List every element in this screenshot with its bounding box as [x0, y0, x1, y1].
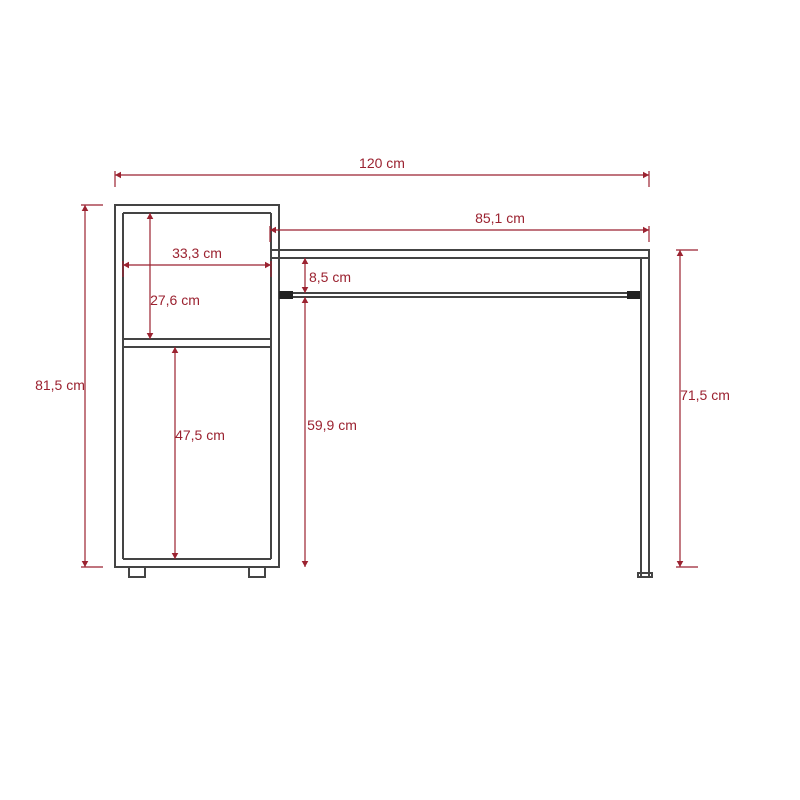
arrowhead [643, 172, 649, 179]
dim-label-lower_shelf_h: 47,5 cm [175, 427, 225, 443]
bracket-right [627, 291, 641, 299]
tray [279, 293, 641, 297]
dim-label-upper_shelf_h: 27,6 cm [150, 292, 200, 308]
arrowhead [82, 205, 89, 211]
arrowhead [677, 250, 684, 256]
bracket-left [279, 291, 293, 299]
foot-right [249, 567, 265, 577]
arrowhead [643, 227, 649, 234]
technical-drawing: 120 cm 85,1 cm 33,3 cm 81,5 cm 27,6 cm 47,5 c… [0, 0, 800, 800]
desk-top [271, 250, 649, 258]
arrowhead [302, 561, 309, 567]
arrowhead [115, 172, 121, 179]
right-leg [641, 258, 649, 577]
dim-label-under_tray_h: 59,9 cm [307, 417, 357, 433]
dim-label-desk_height: 71,5 cm [680, 387, 730, 403]
foot-left [129, 567, 145, 577]
arrowhead [677, 561, 684, 567]
dim-label-total_height: 81,5 cm [35, 377, 85, 393]
dim-label-shelf_inner_w: 33,3 cm [172, 245, 222, 261]
dim-label-tray_gap: 8,5 cm [309, 269, 351, 285]
arrowhead [82, 561, 89, 567]
dim-label-total_width: 120 cm [359, 155, 405, 171]
dim-label-desk_width: 85,1 cm [475, 210, 525, 226]
